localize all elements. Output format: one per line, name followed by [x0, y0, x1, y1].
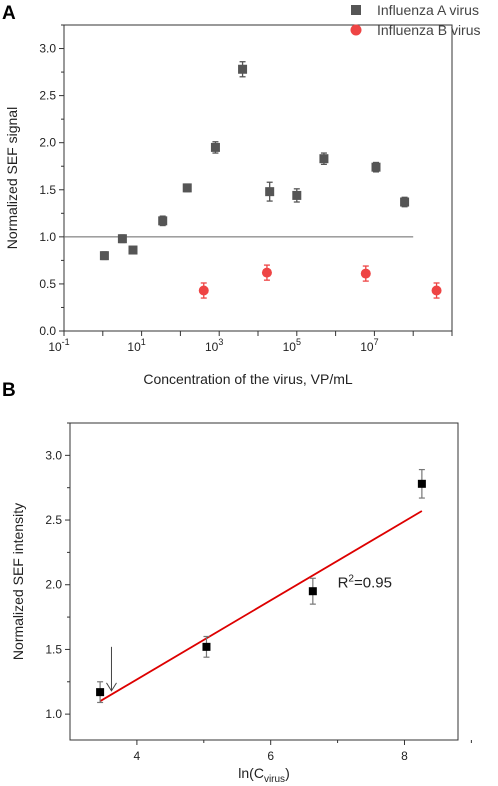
- fit-line: [99, 510, 423, 702]
- data-point-influenza-b: [261, 267, 272, 278]
- x-tick-label: 6: [267, 749, 274, 763]
- x-tick-label: 8: [401, 749, 408, 763]
- data-point-influenza-a: [400, 197, 410, 207]
- data-point-influenza-b: [360, 268, 371, 279]
- data-point-influenza-a: [371, 162, 381, 172]
- arrow-head: [106, 682, 117, 692]
- data-point-influenza-b: [431, 285, 442, 296]
- data-point-influenza-a: [265, 187, 275, 197]
- panel-letter-a: A: [2, 3, 16, 24]
- data-point-influenza-a: [319, 154, 329, 164]
- y-tick-label: 0.5: [39, 277, 56, 291]
- data-point: [308, 587, 317, 596]
- data-point: [417, 479, 426, 488]
- y-tick-label: 1.5: [45, 642, 62, 656]
- x-tick-label: 105: [283, 337, 301, 354]
- y-tick-label: 1.0: [45, 707, 62, 721]
- x-tick-label: 101: [127, 337, 145, 354]
- plot-frame: [69, 422, 459, 741]
- r-squared-annotation: R2=0.95: [338, 573, 392, 591]
- y-tick-label: 3.0: [45, 448, 62, 462]
- x-tick-label: 10-1: [48, 337, 69, 354]
- data-point-influenza-a: [158, 216, 168, 226]
- data-point-influenza-b: [198, 285, 209, 296]
- legend-marker-influenza-b: [350, 24, 362, 36]
- y-tick-label: 0.0: [39, 324, 56, 338]
- x-axis-title: ln(Cvirus): [238, 765, 289, 785]
- panel-a-chart: 0.0 0.5 1.0 1.5 2.0 2.5 3.0 10-1 101 103 105 107 Con…: [4, 2, 481, 387]
- data-point-influenza-a: [128, 245, 138, 255]
- data-point-influenza-a: [99, 251, 109, 261]
- y-tick-label: 2.0: [45, 578, 62, 592]
- y-tick-label: 2.0: [39, 136, 56, 150]
- y-tick-label: 2.5: [45, 513, 62, 527]
- y-tick-label: 2.5: [39, 89, 56, 103]
- y-tick-label: 3.0: [39, 42, 56, 56]
- x-tick-label: 107: [360, 337, 378, 354]
- data-point: [202, 642, 211, 651]
- data-point-influenza-a: [210, 142, 220, 152]
- x-tick-label: 103: [205, 337, 223, 354]
- y-tick-label: 1.0: [39, 230, 56, 244]
- panel-b-chart: 1.0 1.5 2.0 2.5 3.0 4 6 8 ln(Cvirus) Normalized S…: [10, 422, 472, 785]
- y-axis-title: Normalized SEF signal: [4, 107, 20, 249]
- data-point-influenza-a: [292, 190, 302, 200]
- plot-frame: [63, 24, 453, 332]
- legend-label: Influenza B virus: [377, 22, 481, 38]
- data-point-influenza-a: [182, 183, 192, 193]
- legend-marker-influenza-a: [351, 5, 361, 15]
- y-tick-label: 1.5: [39, 183, 56, 197]
- x-axis-title: Concentration of the virus, VP/mL: [143, 371, 353, 387]
- legend-label: Influenza A virus: [377, 2, 479, 18]
- y-axis-title: Normalized SEF intensity: [10, 503, 26, 660]
- data-point-influenza-a: [117, 234, 127, 244]
- panel-letter-b: B: [2, 380, 16, 401]
- x-tick-label: 4: [134, 749, 141, 763]
- data-point-influenza-a: [238, 64, 248, 74]
- data-point: [96, 688, 105, 697]
